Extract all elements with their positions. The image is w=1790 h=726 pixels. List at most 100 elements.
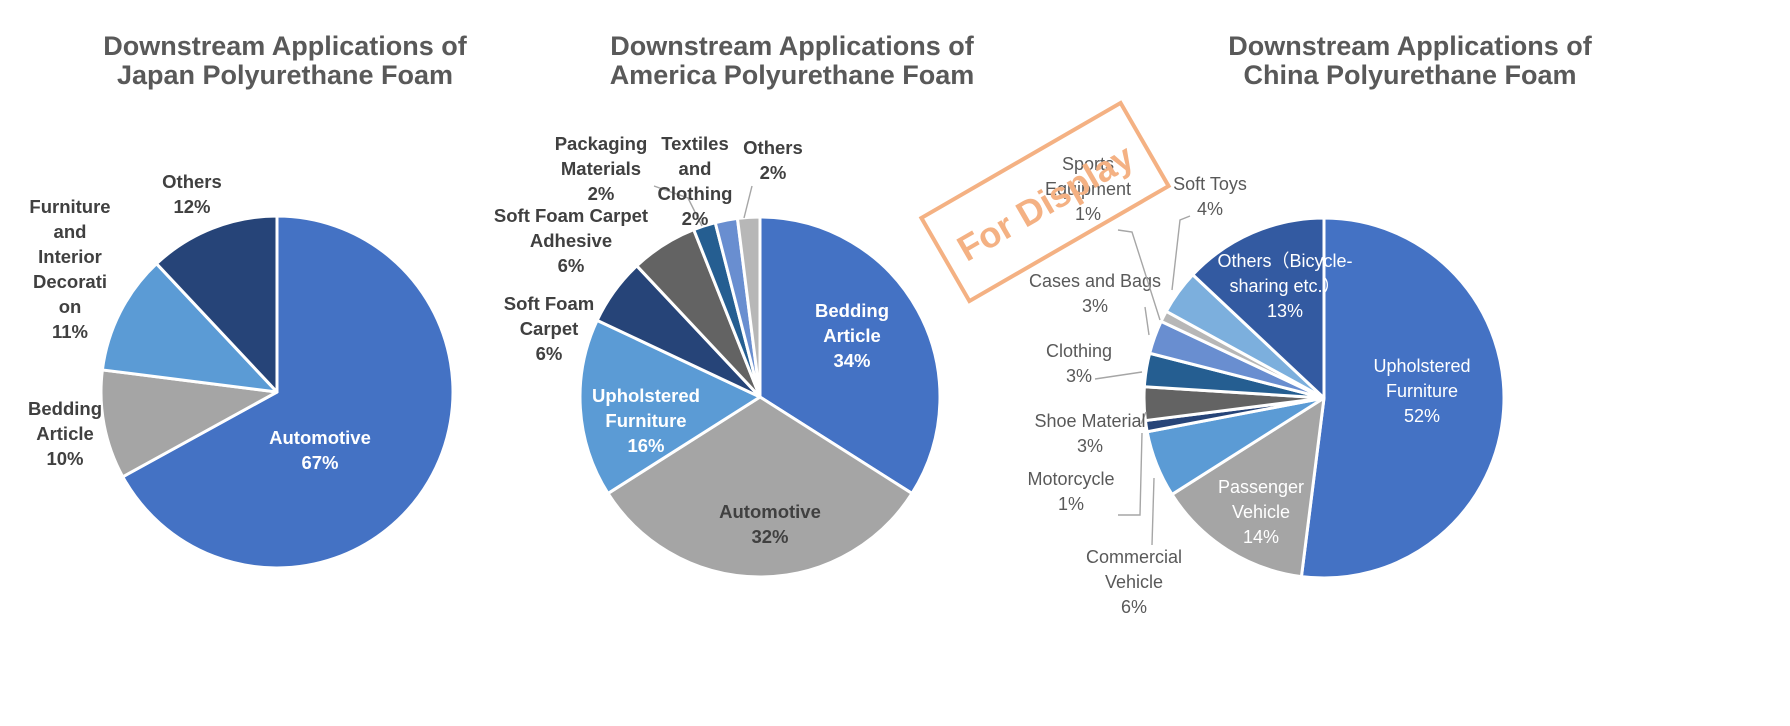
slice-label-line: 11%: [52, 321, 88, 342]
slice-label-line: 52%: [1404, 406, 1440, 426]
slice-label-line: Equipment: [1045, 179, 1131, 199]
slice-label-line: Clothing: [657, 183, 732, 204]
slice-label-line: Automotive: [269, 427, 371, 448]
slice-label-line: Article: [823, 325, 881, 346]
slice-label-line: 3%: [1077, 436, 1103, 456]
slice-label-line: Passenger: [1218, 477, 1304, 497]
leader-line: [743, 185, 753, 219]
slice-label: Upholstered Furniture 52%: [1373, 356, 1470, 426]
america-chart-title-line-1: Downstream Applications of: [610, 31, 975, 61]
slice-label-line: Others（Bicycle-: [1217, 251, 1352, 271]
slice-label: Soft Foam Carpet 6%: [504, 293, 594, 364]
slice-label-line: Vehicle: [1232, 502, 1290, 522]
japan-chart-title-line-2: Japan Polyurethane Foam: [117, 60, 453, 90]
slice-label: Others 12%: [162, 171, 222, 217]
leader-line: [1144, 306, 1150, 336]
slice-label: Packaging Materials 2%: [555, 133, 648, 204]
slice-label-line: Bedding: [815, 300, 889, 321]
japan-pie: Automotive 67% Bedding Article 10% Furniture a…: [28, 171, 455, 570]
watermark-stamp-border: [918, 100, 1172, 304]
pie-slice: [1191, 216, 1326, 400]
leader-line: [1171, 215, 1191, 291]
leader-line: [653, 185, 703, 227]
pie-slice: [578, 318, 762, 495]
slice-label-line: Decorati: [33, 271, 107, 292]
slice-label-line: 34%: [833, 350, 870, 371]
china-chart-title-line-1: Downstream Applications of: [1228, 31, 1593, 61]
slice-label-line: Interior: [38, 246, 102, 267]
japan-chart-title-line-1: Downstream Applications of: [103, 31, 468, 61]
slice-label-line: 32%: [751, 526, 788, 547]
slice-label-line: Carpet: [520, 318, 579, 339]
slice-label-line: Cases and Bags: [1029, 271, 1161, 291]
slice-label-line: 1%: [1058, 494, 1084, 514]
slice-label-line: Adhesive: [530, 230, 612, 251]
slice-label-line: Clothing: [1046, 341, 1112, 361]
slice-label-line: sharing etc.）: [1229, 276, 1340, 296]
slice-label-line: 2%: [760, 162, 787, 183]
slice-label-line: Upholstered: [592, 385, 700, 406]
slice-label-line: Soft Foam: [504, 293, 594, 314]
pie-slice: [1170, 396, 1326, 579]
slice-label-line: 2%: [588, 183, 615, 204]
china-pie: Upholstered Furniture 52% Passenger Vehicle 1…: [1027, 154, 1506, 617]
slice-label: Automotive 67%: [269, 427, 371, 473]
slice-label-line: 16%: [627, 435, 664, 456]
slice-label: Shoe Material 3%: [1034, 411, 1145, 456]
pie-slice: [100, 262, 279, 394]
slice-label-line: 2%: [682, 208, 709, 229]
slice-label-line: Upholstered: [1373, 356, 1470, 376]
slice-label-line: and: [679, 158, 712, 179]
slice-label: Clothing 3%: [1046, 341, 1112, 386]
slice-label: Others 2%: [743, 137, 803, 183]
china-chart: Downstream Applications of China Polyure…: [1027, 31, 1592, 617]
slice-label-line: Soft Toys: [1173, 174, 1247, 194]
slice-label: Soft Foam Carpet Adhesive 6%: [494, 205, 648, 276]
america-pie: Bedding Article 34% Automotive 32% Upholstere…: [494, 133, 942, 579]
leader-line: [1151, 477, 1155, 546]
slice-label-line: Soft Foam Carpet: [494, 205, 648, 226]
china-chart-title-line-2: China Polyurethane Foam: [1243, 60, 1576, 90]
slice-label-line: Furniture: [1386, 381, 1458, 401]
slice-label-line: Vehicle: [1105, 572, 1163, 592]
slice-label-line: Motorcycle: [1027, 469, 1114, 489]
pie-slice: [121, 214, 455, 570]
slice-label: Sports Equipment 1%: [1045, 154, 1131, 224]
pie-slice: [99, 368, 279, 479]
slice-label-line: Materials: [561, 158, 641, 179]
slice-label-line: Packaging: [555, 133, 648, 154]
slice-label-line: 12%: [173, 196, 210, 217]
leader-line: [1117, 229, 1161, 321]
slice-label-line: 6%: [1121, 597, 1147, 617]
slice-label-line: Sports: [1062, 154, 1114, 174]
slice-label-line: Article: [36, 423, 94, 444]
slice-label-line: Others: [743, 137, 803, 158]
slice-label: Motorcycle 1%: [1027, 469, 1114, 514]
leader-line: [1094, 371, 1143, 380]
slice-label-line: 4%: [1197, 199, 1223, 219]
slice-label: Passenger Vehicle 14%: [1218, 477, 1304, 547]
slice-label-line: Shoe Material: [1034, 411, 1145, 431]
slice-label: Others（Bicycle-sharing etc.） 13%: [1217, 251, 1352, 321]
slice-label-line: Furniture: [29, 196, 110, 217]
slice-label-line: 67%: [301, 452, 338, 473]
slice-label-line: 3%: [1082, 296, 1108, 316]
slice-label: Textiles and Clothing 2%: [657, 133, 732, 229]
watermark-text: For Display: [950, 136, 1140, 270]
slice-label: Bedding Article 10%: [28, 398, 102, 469]
japan-chart: Downstream Applications of Japan Polyure…: [28, 31, 468, 570]
slice-label-line: Automotive: [719, 501, 821, 522]
america-chart-title-line-2: America Polyurethane Foam: [610, 60, 975, 90]
slice-label-line: Bedding: [28, 398, 102, 419]
slice-label-line: 1%: [1075, 204, 1101, 224]
slice-label-line: Commercial: [1086, 547, 1182, 567]
slice-label-line: 14%: [1243, 527, 1279, 547]
pie-slice: [735, 215, 762, 399]
america-chart: Downstream Applications of America Polyu…: [494, 31, 975, 579]
slice-label-line: on: [59, 296, 82, 317]
slice-label: Cases and Bags 3%: [1029, 271, 1161, 316]
slice-label-line: Others: [162, 171, 222, 192]
slice-label-line: 3%: [1066, 366, 1092, 386]
slice-label: Upholstered Furniture 16%: [592, 385, 700, 456]
